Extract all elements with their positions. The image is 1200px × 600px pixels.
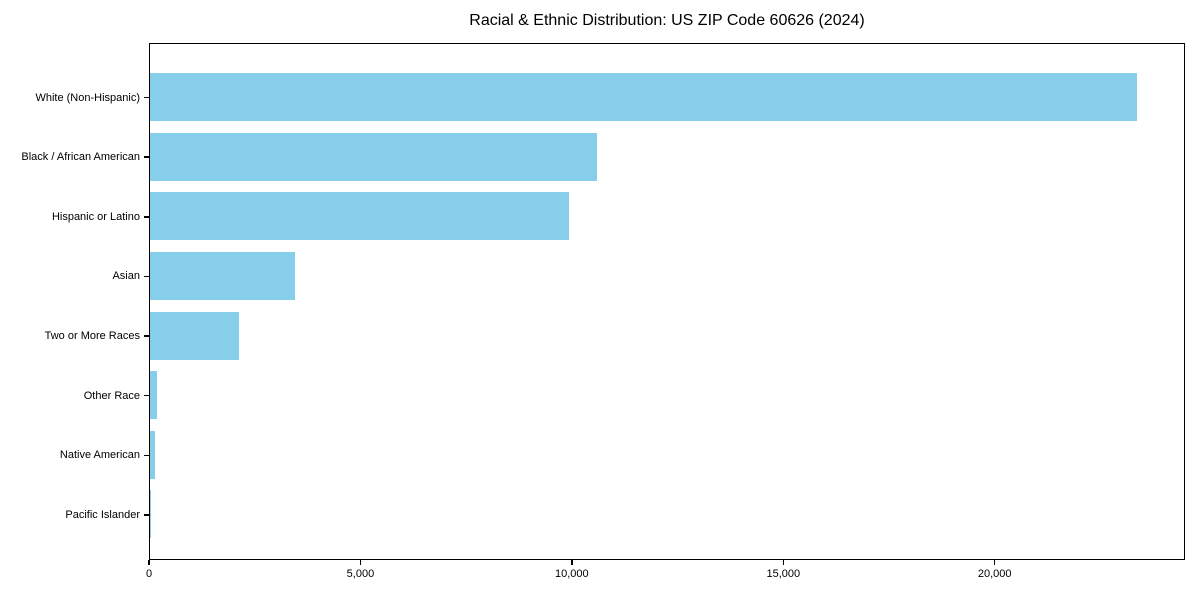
y-axis-tick — [144, 156, 149, 158]
x-axis-tick — [359, 560, 362, 565]
y-axis-tick — [144, 96, 149, 99]
x-axis-tick — [148, 560, 150, 565]
y-axis-label: Native American — [59, 449, 140, 462]
bar-two-or-more-races — [150, 311, 240, 360]
y-axis-label: Asian — [112, 270, 140, 283]
y-axis-label: Black / African American — [21, 151, 140, 164]
bar-other-race — [150, 371, 157, 420]
y-axis-label: White (Non-Hispanic) — [35, 91, 140, 104]
y-axis-tick — [144, 514, 149, 516]
x-axis-tick-label: 20,000 — [977, 568, 1012, 580]
y-axis-label: Pacific Islander — [65, 508, 140, 521]
bar-native-american — [150, 430, 156, 479]
plot-area — [149, 43, 1185, 560]
y-axis-label: Two or More Races — [44, 330, 140, 343]
y-axis-tick — [144, 394, 149, 397]
y-axis-label: Hispanic or Latino — [51, 210, 140, 223]
x-axis-tick-label: 10,000 — [555, 568, 589, 580]
y-axis-tick — [144, 335, 149, 337]
bar-hispanic-or-latino — [150, 192, 569, 241]
chart-title: Racial & Ethnic Distribution: US ZIP Cod… — [469, 12, 865, 29]
bar-asian — [150, 251, 296, 300]
bar-black-african-american — [150, 132, 597, 181]
x-axis-tick-label: 0 — [145, 568, 153, 580]
x-axis-tick — [993, 560, 996, 565]
y-axis-tick — [144, 275, 149, 278]
y-axis-tick — [144, 454, 149, 457]
y-axis-label: Other Race — [83, 389, 140, 402]
x-axis-tick — [571, 560, 573, 565]
x-axis-tick-label: 15,000 — [766, 568, 801, 580]
bar-pacific-islander — [150, 490, 151, 539]
y-axis-tick — [144, 216, 149, 218]
x-axis-tick — [782, 560, 785, 565]
bar-white-non-hispanic — [150, 73, 1137, 121]
x-axis-tick-label: 5,000 — [346, 568, 375, 580]
x-axis: 0 5,000 10,000 15,000 20,000 — [0, 560, 1200, 590]
